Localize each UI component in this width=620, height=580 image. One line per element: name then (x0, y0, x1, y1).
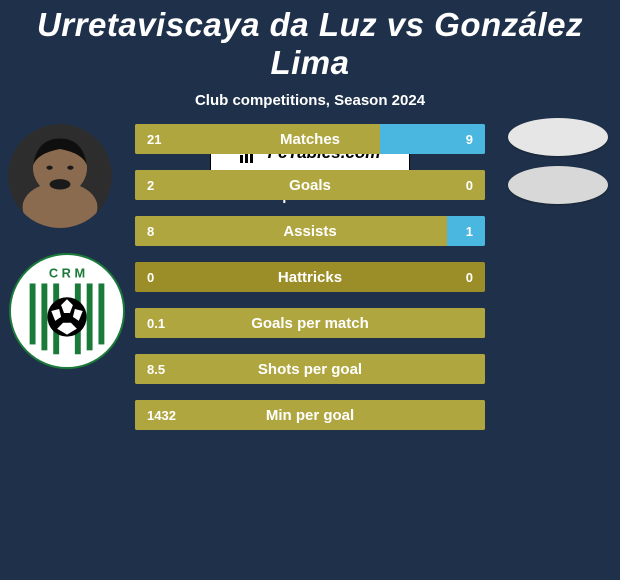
page-title: Urretaviscaya da Luz vs González Lima (0, 6, 620, 82)
opponent-oval-1 (508, 118, 608, 156)
stat-label: Assists (135, 223, 485, 240)
stat-value-right: 9 (466, 132, 473, 147)
stat-label: Shots per goal (135, 361, 485, 378)
left-avatars: C R M (8, 124, 118, 370)
player-avatar (8, 124, 112, 228)
stat-row: 8.5Shots per goal (135, 354, 485, 384)
stat-label: Min per goal (135, 407, 485, 424)
stat-value-right: 1 (466, 224, 473, 239)
stat-row: 2Goals0 (135, 170, 485, 200)
stat-row: 8Assists1 (135, 216, 485, 246)
club-badge-letters: C R M (49, 266, 85, 281)
stat-value-right: 0 (466, 270, 473, 285)
club-badge: C R M (8, 252, 126, 370)
stat-bars: 21Matches92Goals08Assists10Hattricks00.1… (135, 124, 485, 446)
stat-value-right: 0 (466, 178, 473, 193)
stat-row: 1432Min per goal (135, 400, 485, 430)
comparison-infographic: Urretaviscaya da Luz vs González Lima Cl… (0, 0, 620, 580)
stat-row: 0Hattricks0 (135, 262, 485, 292)
stat-label: Goals (135, 177, 485, 194)
stat-label: Matches (135, 131, 485, 148)
stat-row: 21Matches9 (135, 124, 485, 154)
page-subtitle: Club competitions, Season 2024 (0, 92, 620, 109)
stat-label: Goals per match (135, 315, 485, 332)
stat-label: Hattricks (135, 269, 485, 286)
stat-row: 0.1Goals per match (135, 308, 485, 338)
right-avatars (508, 118, 608, 214)
opponent-oval-2 (508, 166, 608, 204)
